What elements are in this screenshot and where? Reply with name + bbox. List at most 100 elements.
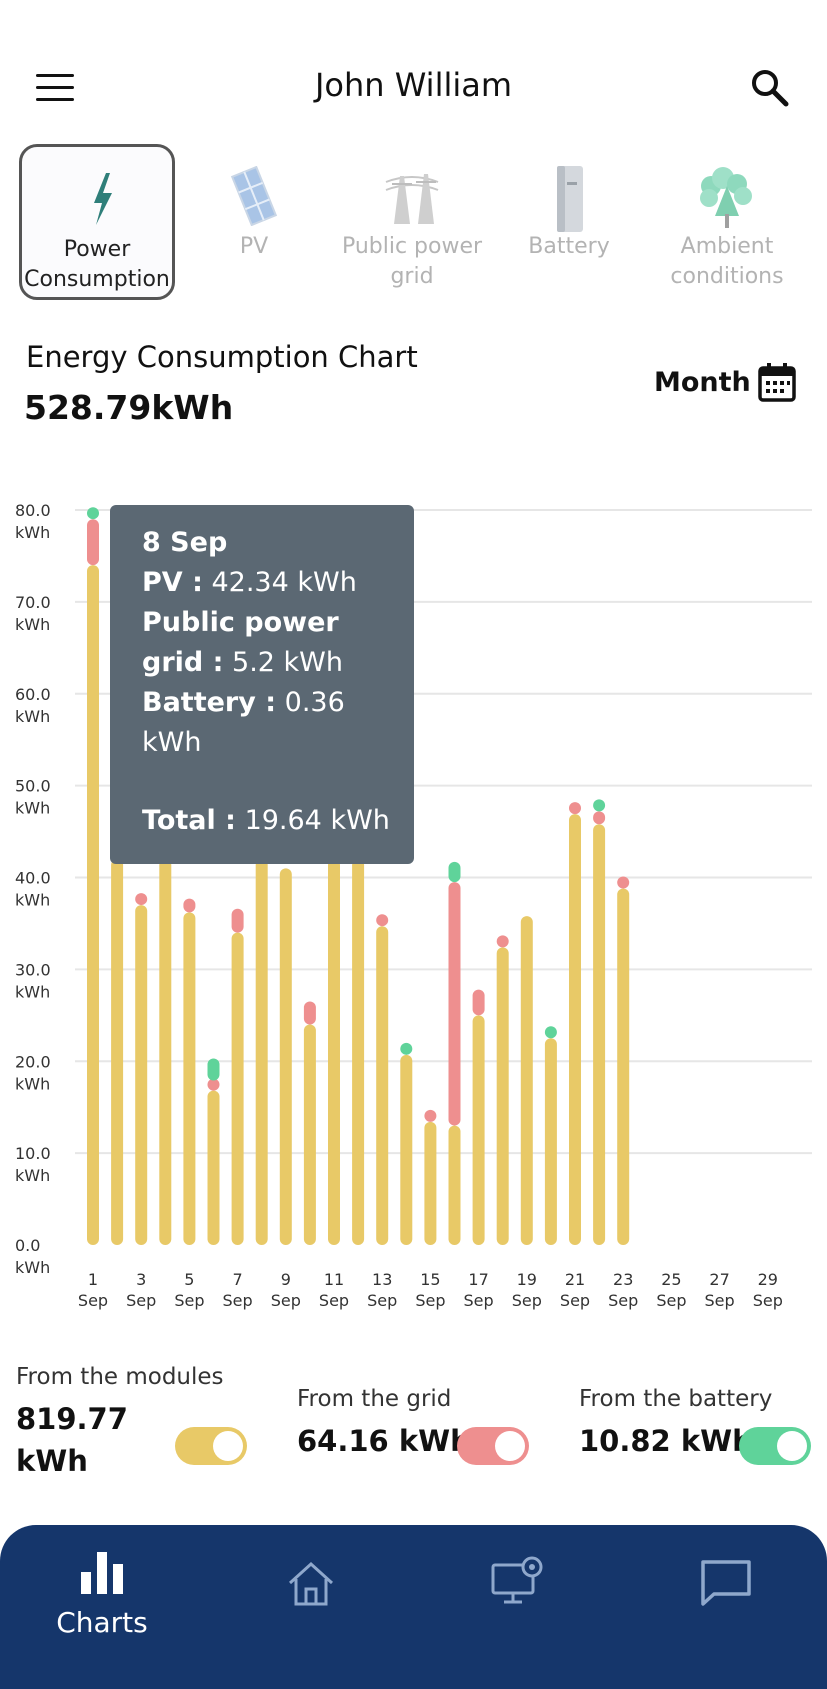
bar-segment-20-sep-s2[interactable] (544, 1026, 557, 1039)
bar-segment-9-sep-s0[interactable] (279, 868, 292, 1245)
monitor-settings-icon (491, 1556, 543, 1604)
bar-segment-15-sep-s1[interactable] (424, 1109, 437, 1122)
nav-messages[interactable] (690, 1525, 770, 1689)
bar-segment-1-sep-s2[interactable] (87, 507, 99, 520)
stat-value: 64.16 kWh (297, 1424, 471, 1458)
bar-segment-5-sep-s1[interactable] (183, 898, 196, 913)
tab-ambient-conditions[interactable]: Ambient conditions (649, 144, 805, 300)
bar-segment-3-sep-s1[interactable] (135, 893, 148, 906)
nav-charts[interactable]: Charts (30, 1525, 174, 1689)
y-tick-label: 80.0 kWh (15, 501, 51, 542)
tooltip-total-label: Total : (142, 805, 236, 836)
stat-label: From the battery (579, 1386, 773, 1412)
x-tick-label: 1 Sep (78, 1270, 108, 1310)
bar-segment-2-sep-s0[interactable] (111, 859, 124, 1245)
bar-segment-10-sep-s1[interactable] (303, 1001, 316, 1025)
bar-segment-4-sep-s0[interactable] (159, 859, 172, 1245)
bottom-navigation: Charts (0, 1525, 827, 1689)
trees-icon (649, 166, 805, 228)
stat-value: 819.77 kWh (16, 1402, 128, 1478)
chat-icon (701, 1560, 751, 1606)
x-tick-label: 25 Sep (656, 1270, 686, 1310)
tab-label: Ambient conditions (670, 234, 784, 289)
tooltip-pv-label: PV : (142, 567, 203, 598)
stat-value: 10.82 kWh (579, 1424, 753, 1458)
bar-segment-22-sep-s0[interactable] (593, 824, 606, 1245)
period-selector[interactable]: Month (654, 367, 751, 398)
bar-segment-20-sep-s0[interactable] (544, 1038, 557, 1245)
bar-segment-19-sep-s0[interactable] (520, 916, 533, 1245)
bar-segment-16-sep-s2[interactable] (448, 861, 461, 883)
bar-segment-7-sep-s0[interactable] (231, 932, 244, 1245)
bar-segment-3-sep-s0[interactable] (135, 905, 148, 1245)
tooltip-battery-value: 0.36 kWh (142, 687, 345, 758)
nav-home[interactable] (270, 1525, 350, 1689)
x-tick-label: 23 Sep (608, 1270, 638, 1310)
menu-icon[interactable] (36, 74, 74, 102)
category-tabs: Power Consumption PV Public power grid B… (0, 140, 827, 305)
bar-segment-18-sep-s1[interactable] (496, 935, 509, 948)
bar-segment-16-sep-s1[interactable] (448, 882, 461, 1126)
y-tick-label: 70.0 kWh (15, 593, 51, 634)
calendar-icon[interactable] (758, 362, 796, 402)
bar-segment-23-sep-s0[interactable] (617, 888, 630, 1245)
bar-segment-1-sep-s1[interactable] (87, 519, 99, 566)
x-tick-label: 21 Sep (560, 1270, 590, 1310)
bar-segment-13-sep-s1[interactable] (376, 914, 389, 927)
bar-segment-1-sep-s0[interactable] (87, 565, 99, 1245)
tab-battery[interactable]: Battery (491, 144, 647, 300)
battery-toggle[interactable] (739, 1427, 811, 1465)
bar-segment-14-sep-s0[interactable] (400, 1054, 413, 1245)
grid-toggle[interactable] (457, 1427, 529, 1465)
bar-segment-7-sep-s1[interactable] (231, 908, 244, 933)
tab-label: PV (239, 234, 269, 259)
x-tick-label: 3 Sep (126, 1270, 156, 1310)
nav-device-settings[interactable] (480, 1525, 560, 1689)
tab-pv[interactable]: PV (176, 144, 332, 300)
solar-panel-icon (176, 165, 332, 227)
search-icon[interactable] (748, 66, 792, 110)
x-tick-label: 29 Sep (753, 1270, 783, 1310)
chart-tooltip: 8 Sep PV : 42.34 kWh Public power grid :… (110, 505, 414, 864)
bolt-icon (22, 169, 172, 229)
bar-segment-8-sep-s0[interactable] (255, 859, 268, 1245)
x-tick-label: 11 Sep (319, 1270, 349, 1310)
bar-segment-6-sep-s2[interactable] (207, 1058, 220, 1081)
bar-segment-13-sep-s0[interactable] (376, 926, 389, 1245)
tooltip-grid-value: 5.2 kWh (232, 647, 343, 678)
chart-title: Energy Consumption Chart (26, 340, 418, 374)
bar-segment-16-sep-s0[interactable] (448, 1125, 461, 1245)
bar-segment-5-sep-s0[interactable] (183, 912, 196, 1245)
tab-public-power-grid[interactable]: Public power grid (334, 144, 490, 300)
stat-battery: From the battery 10.82 kWh (579, 1386, 772, 1462)
bar-chart-icon (81, 1552, 123, 1594)
bar-segment-10-sep-s0[interactable] (303, 1024, 316, 1246)
tooltip-total-value: 19.64 kWh (244, 805, 390, 836)
bar-segment-17-sep-s0[interactable] (472, 1015, 485, 1245)
modules-toggle[interactable] (175, 1427, 247, 1465)
bar-segment-17-sep-s1[interactable] (472, 989, 485, 1016)
bar-segment-23-sep-s1[interactable] (617, 876, 630, 889)
bar-segment-18-sep-s0[interactable] (496, 947, 509, 1245)
bar-segment-6-sep-s1[interactable] (207, 1078, 220, 1091)
home-icon (288, 1561, 334, 1606)
bar-segment-22-sep-s1[interactable] (593, 811, 606, 825)
bar-segment-11-sep-s0[interactable] (328, 859, 340, 1245)
tab-power-consumption[interactable]: Power Consumption (19, 144, 175, 300)
bar-segment-6-sep-s0[interactable] (207, 1090, 220, 1245)
bar-segment-12-sep-s0[interactable] (352, 859, 365, 1245)
total-consumption: 528.79kWh (24, 388, 234, 427)
y-tick-label: 20.0 kWh (15, 1052, 51, 1093)
y-tick-label: 50.0 kWh (15, 777, 51, 818)
bar-segment-21-sep-s0[interactable] (569, 814, 581, 1245)
bar-segment-21-sep-s1[interactable] (569, 802, 581, 815)
y-tick-label: 0.0 kWh (15, 1236, 50, 1277)
power-pylon-icon (334, 166, 490, 226)
bar-segment-14-sep-s2[interactable] (400, 1042, 413, 1055)
tab-label: Power Consumption (24, 237, 170, 292)
bar-segment-22-sep-s2[interactable] (593, 799, 606, 812)
energy-consumption-bar-chart[interactable]: 0.0 kWh 10.0 kWh 20.0 kWh 30.0 kWh 40.0 kWh 50.0 kW… (0, 480, 827, 1320)
x-tick-label: 5 Sep (174, 1270, 204, 1310)
bar-segment-15-sep-s0[interactable] (424, 1121, 437, 1245)
x-tick-label: 27 Sep (705, 1270, 735, 1310)
